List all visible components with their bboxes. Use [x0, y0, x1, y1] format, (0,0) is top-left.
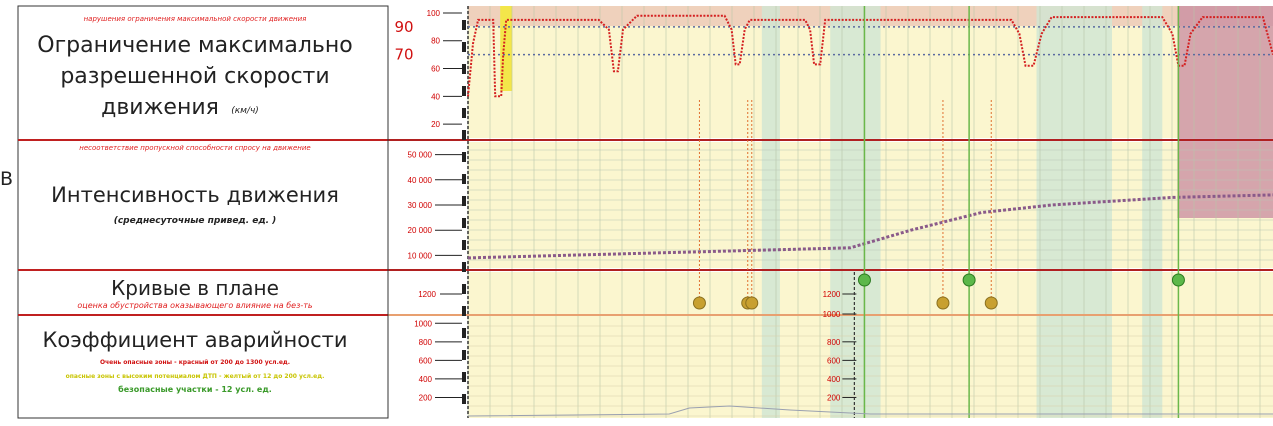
- curves-subtitle: оценка обустройства оказывающего влияние…: [77, 301, 312, 310]
- axis-marker: [462, 130, 466, 140]
- traffic-profile-line: [467, 193, 1273, 260]
- speed-tick-20: 20: [431, 120, 440, 129]
- curve-point-3: [936, 296, 950, 310]
- axis-marker: [462, 64, 466, 74]
- traffic-tick: 10 000: [408, 251, 433, 260]
- speed-limit-label-70: 70: [394, 46, 413, 64]
- axis-marker: [462, 86, 466, 96]
- safe-zone-2: [1036, 6, 1112, 418]
- axis-marker: [462, 196, 466, 206]
- speed-unit: (км/ч): [231, 106, 259, 116]
- traffic-subtitle: (среднесуточные привед. ед. ): [114, 216, 277, 226]
- curves-secondary-tick: 1000: [823, 310, 841, 319]
- acc-tick: 1000: [414, 319, 432, 328]
- speed-tick-40: 40: [431, 92, 440, 101]
- speed-tick-60: 60: [431, 65, 440, 74]
- curve-point-0: [692, 296, 706, 310]
- axis-marker: [462, 394, 466, 404]
- accidents-title: Коэффициент аварийности: [42, 328, 347, 352]
- axis-marker: [462, 152, 466, 162]
- speed-title-line-2: разрешенной скорости: [60, 64, 329, 89]
- speed-limit-label-90: 90: [394, 18, 413, 36]
- tick-column: [388, 6, 468, 418]
- axis-marker: [462, 284, 466, 294]
- plot-area: 100 80 60 40 20 90 70 50 000 40 000 30 000 20 000 1…: [387, 6, 1273, 418]
- accidents-legend-item-1: опасные зоны с высоким потенциалом ДТП -…: [66, 373, 325, 380]
- safe-zone-1: [830, 6, 881, 418]
- accident-baseline: [467, 405, 1273, 417]
- axis-marker: [462, 262, 466, 272]
- axis-marker: [462, 328, 466, 338]
- axis-marker: [462, 108, 466, 118]
- axis-marker: [462, 218, 466, 228]
- axis-marker: [462, 240, 466, 250]
- speed-title-line-1: Ограничение максимально: [37, 33, 352, 58]
- curve-point-7: [1171, 273, 1185, 287]
- traffic-note: несоответствие пропускной способности сп…: [79, 144, 311, 152]
- danger-zone: [1177, 6, 1273, 218]
- axis-marker: [462, 372, 466, 382]
- acc-secondary-tick: 200: [827, 393, 841, 402]
- curve-point-4: [984, 296, 998, 310]
- traffic-tick: 50 000: [408, 151, 433, 160]
- accidents-legend-item-0: Очень опасные зоны - красный от 200 до 1…: [100, 359, 290, 366]
- accidents-legend: Очень опасные зоны - красный от 200 до 1…: [66, 359, 325, 394]
- axis-marker: [462, 20, 466, 30]
- curve-point-6: [962, 273, 976, 287]
- curve-point-2: [745, 296, 759, 310]
- axis-marker: [462, 306, 466, 316]
- speed-profile-line: [467, 14, 1273, 98]
- acc-secondary-tick: 400: [827, 375, 841, 384]
- acc-secondary-tick: 600: [827, 356, 841, 365]
- traffic-tick: 30 000: [408, 201, 433, 210]
- axis-marker: [462, 174, 466, 184]
- axis-marker: [462, 42, 466, 52]
- accidents-legend-item-2: безопасные участки - 12 усл. ед.: [118, 384, 272, 394]
- traffic-tick: 40 000: [408, 176, 433, 185]
- stray-glyph: В: [0, 168, 14, 190]
- curves-tick: 1200: [418, 290, 436, 299]
- acc-tick: 600: [419, 356, 433, 365]
- traffic-title: Интенсивность движения: [51, 183, 339, 207]
- acc-tick: 800: [419, 338, 433, 347]
- speed-tick-100: 100: [427, 9, 441, 18]
- axis-marker: [462, 350, 466, 360]
- speed-note: нарушения ограничения максимальной скоро…: [84, 15, 307, 23]
- acc-tick: 200: [419, 393, 433, 402]
- speed-tick-80: 80: [431, 37, 440, 46]
- curves-secondary-tick: 1200: [823, 290, 841, 299]
- traffic-tick: 20 000: [408, 226, 433, 235]
- curves-title: Кривые в плане: [111, 276, 279, 300]
- speed-title-line-3: движения: [101, 95, 219, 120]
- curve-point-5: [857, 273, 871, 287]
- acc-secondary-tick: 800: [827, 338, 841, 347]
- acc-tick: 400: [419, 375, 433, 384]
